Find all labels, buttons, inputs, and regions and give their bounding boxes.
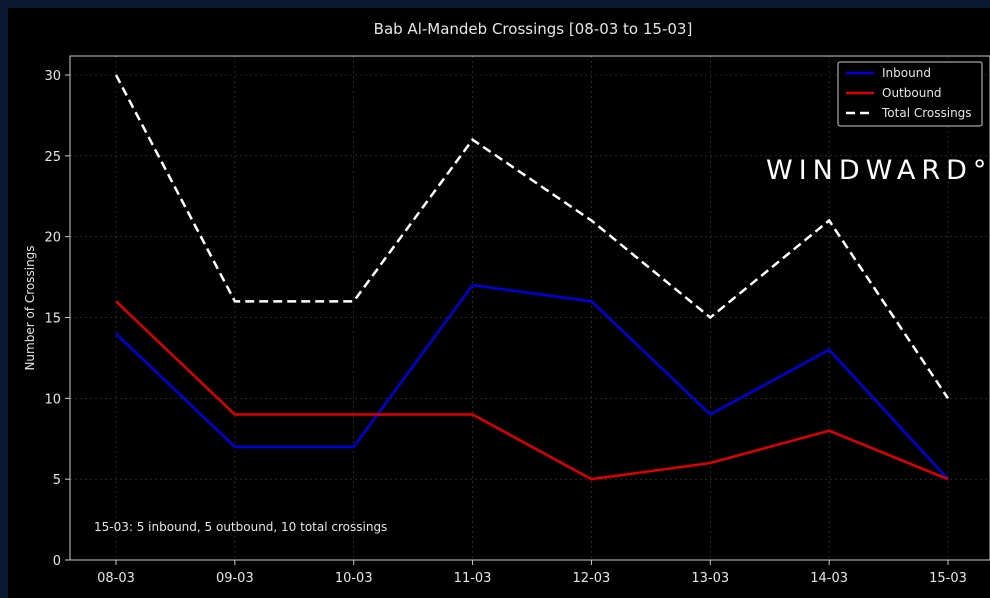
chart-frame: Bab Al-Mandeb Crossings [08-03 to 15-03]… bbox=[8, 8, 990, 598]
x-tick-label: 14-03 bbox=[810, 571, 848, 586]
legend-box bbox=[837, 61, 983, 127]
legend-label: Total Crossings bbox=[881, 106, 972, 120]
y-axis-ticks: 0 5 10 15 20 25 30 bbox=[44, 69, 70, 569]
x-tick-label: 09-03 bbox=[216, 571, 254, 586]
x-tick-label: 11-03 bbox=[454, 571, 492, 586]
y-tick-label: 15 bbox=[44, 312, 61, 327]
chart-title: Bab Al-Mandeb Crossings [08-03 to 15-03] bbox=[374, 20, 693, 38]
plot-area-border bbox=[69, 55, 990, 561]
series-line-inbound bbox=[115, 283, 949, 481]
y-tick-label: 20 bbox=[44, 231, 61, 246]
annotation-text: 15-03: 5 inbound, 5 outbound, 10 total c… bbox=[94, 520, 387, 534]
y-tick-label: 30 bbox=[44, 69, 61, 84]
x-tick-label: 12-03 bbox=[573, 571, 611, 586]
grid-lines bbox=[70, 56, 990, 561]
x-tick-label: 10-03 bbox=[335, 571, 373, 586]
line-chart: Bab Al-Mandeb Crossings [08-03 to 15-03]… bbox=[23, 20, 990, 586]
x-tick-label: 08-03 bbox=[97, 571, 135, 586]
y-tick-label: 25 bbox=[44, 150, 61, 165]
series-line-total-crossings bbox=[114, 74, 950, 400]
y-tick-label: 10 bbox=[44, 392, 61, 407]
series-line-outbound bbox=[115, 300, 949, 481]
y-tick-label: 0 bbox=[53, 554, 61, 569]
legend: Inbound Outbound Total Crossings bbox=[837, 61, 983, 127]
x-axis-ticks: 08-03 09-03 10-03 11-03 12-03 13-03 14-03 15-03 bbox=[97, 560, 967, 586]
legend-label: Outbound bbox=[882, 86, 942, 100]
windward-logo: WINDWARD° bbox=[766, 155, 990, 186]
series-layer bbox=[114, 74, 950, 481]
legend-label: Inbound bbox=[882, 66, 931, 80]
x-tick-label: 15-03 bbox=[929, 571, 967, 586]
y-tick-label: 5 bbox=[53, 473, 61, 488]
x-tick-label: 13-03 bbox=[691, 571, 729, 586]
y-axis-label: Number of Crossings bbox=[23, 245, 37, 370]
